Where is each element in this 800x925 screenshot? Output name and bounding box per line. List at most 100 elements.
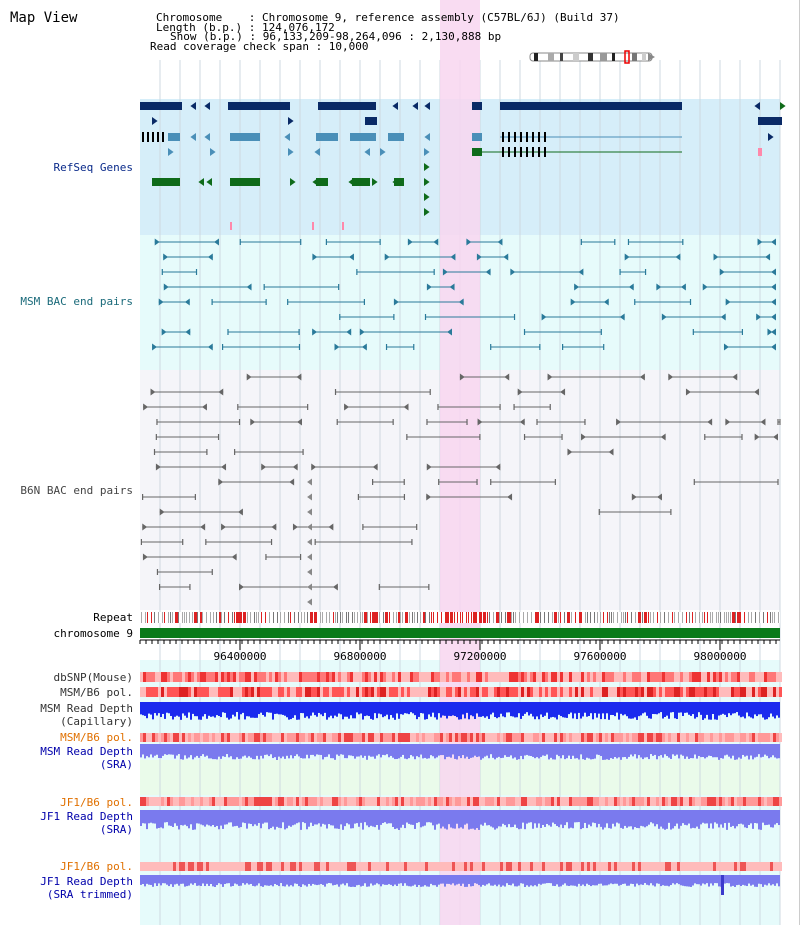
heat-cell <box>209 797 212 806</box>
depth-bar <box>674 702 676 719</box>
heat-cell <box>155 733 158 742</box>
heat-cell <box>629 862 632 871</box>
depth-bar <box>368 744 370 756</box>
depth-bar <box>360 702 362 714</box>
depth-bar <box>348 875 350 887</box>
strand-arrow <box>307 523 312 531</box>
depth-bar <box>394 702 396 720</box>
depth-bar <box>352 702 354 719</box>
depth-bar <box>236 810 238 826</box>
depth-bar <box>204 875 206 887</box>
depth-bar <box>154 702 156 714</box>
heat-cell <box>464 862 467 871</box>
heat-cell <box>410 733 413 742</box>
strand-arrow <box>190 133 196 141</box>
heat-cell <box>467 797 470 806</box>
depth-bar <box>268 702 270 713</box>
depth-bar <box>244 702 246 720</box>
heat-cell <box>422 672 425 682</box>
heat-cell <box>650 797 653 806</box>
heat-cell <box>764 733 767 742</box>
track-label-refseq[interactable]: RefSeq Genes <box>53 161 133 174</box>
depth-bar <box>360 875 362 887</box>
track-label-msm-bac[interactable]: MSM BAC end pairs <box>20 295 133 308</box>
depth-bar <box>292 744 294 759</box>
heat-cell <box>407 687 410 697</box>
strand-arrow <box>578 268 584 276</box>
depth-bar <box>658 810 660 829</box>
heat-cell <box>344 687 347 697</box>
depth-bar <box>698 702 700 713</box>
repeat-mark <box>375 612 378 623</box>
strand-arrow <box>702 283 708 291</box>
depth-bar <box>704 744 706 759</box>
depth-bar <box>720 702 722 715</box>
heat-cell <box>584 733 587 742</box>
heat-cell <box>566 797 569 806</box>
heat-cell <box>350 672 353 682</box>
depth-bar <box>232 875 234 887</box>
heat-cell <box>230 797 233 806</box>
track-label-b6n-bac[interactable]: B6N BAC end pairs <box>20 484 133 497</box>
heat-cell <box>524 797 527 806</box>
heat-cell <box>596 733 599 742</box>
gene-block <box>500 102 682 110</box>
depth-bar <box>726 744 728 755</box>
heat-cell <box>500 862 503 871</box>
depth-bar <box>672 702 674 713</box>
heat-cell <box>392 687 395 697</box>
depth-bar <box>208 875 210 886</box>
repeat-mark <box>290 612 291 623</box>
heat-cell <box>776 797 779 806</box>
heat-cell <box>488 733 491 742</box>
depth-bar <box>180 744 182 760</box>
strand-arrow <box>608 448 614 456</box>
track-label-msm-depth-cap-sub: (Capillary) <box>60 715 133 728</box>
depth-bar <box>700 875 702 886</box>
depth-bar <box>520 875 522 884</box>
depth-bar <box>490 744 492 755</box>
depth-bar <box>160 702 162 718</box>
depth-bar <box>278 875 280 887</box>
depth-bar <box>540 810 542 828</box>
heat-cell <box>413 862 416 871</box>
heat-cell <box>578 797 581 806</box>
depth-bar <box>696 810 698 827</box>
repeat-mark <box>342 612 343 623</box>
heat-cell <box>731 862 734 871</box>
repeat-mark <box>603 612 604 623</box>
depth-bar <box>692 744 694 759</box>
heat-cell <box>569 797 572 806</box>
exon <box>142 132 144 142</box>
heat-cell <box>548 672 551 682</box>
repeat-mark <box>460 612 461 623</box>
heat-cell <box>530 687 533 697</box>
heat-cell <box>215 672 218 682</box>
strand-arrow <box>200 523 206 531</box>
strand-arrow <box>185 328 191 336</box>
depth-bar <box>430 744 432 756</box>
depth-bar <box>778 702 780 718</box>
repeat-mark <box>393 612 394 623</box>
depth-bar <box>250 810 252 824</box>
depth-bar <box>338 702 340 714</box>
heat-cell <box>377 862 380 871</box>
heat-cell <box>713 797 716 806</box>
depth-bar <box>426 702 428 720</box>
depth-bar <box>452 702 454 716</box>
depth-bar <box>698 744 700 756</box>
depth-bar <box>154 744 156 756</box>
depth-bar <box>490 702 492 715</box>
depth-bar <box>466 810 468 824</box>
heat-cell <box>533 733 536 742</box>
repeat-mark <box>767 612 768 623</box>
depth-bar <box>370 744 372 757</box>
repeat-mark <box>284 612 285 623</box>
depth-bar <box>182 702 184 714</box>
heat-cell <box>722 797 725 806</box>
depth-bar <box>382 810 384 824</box>
strand-arrow <box>732 373 738 381</box>
depth-bar <box>166 810 168 823</box>
heat-cell <box>275 672 278 682</box>
